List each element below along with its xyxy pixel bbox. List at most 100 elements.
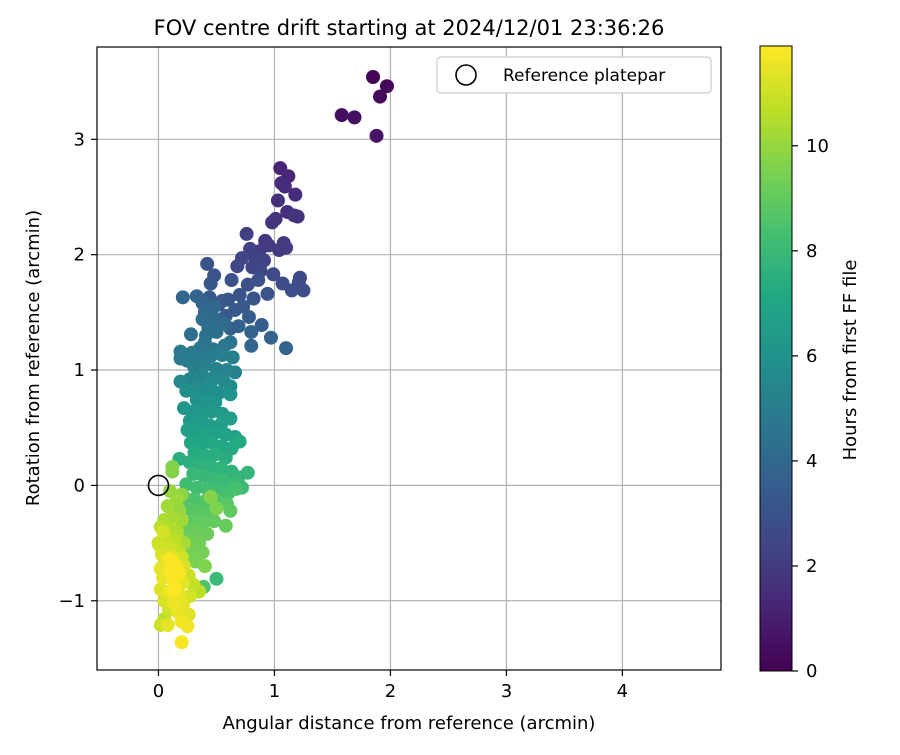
data-point <box>266 267 281 282</box>
data-point <box>207 471 222 486</box>
data-point <box>347 110 362 125</box>
y-tick-label: 3 <box>74 129 85 150</box>
x-tick-label: 0 <box>153 681 164 702</box>
y-tick-label: 0 <box>74 475 85 496</box>
x-tick-label: 4 <box>617 681 628 702</box>
data-point <box>373 89 388 104</box>
y-tick-label: 1 <box>74 360 85 381</box>
data-point <box>223 411 238 426</box>
data-point <box>174 635 189 650</box>
y-axis-label: Rotation from reference (arcmin) <box>23 210 44 506</box>
data-point <box>189 480 204 495</box>
data-point <box>203 489 218 504</box>
data-point <box>260 286 275 301</box>
data-point <box>218 518 233 533</box>
plot-frame <box>96 46 722 671</box>
data-point <box>251 273 266 288</box>
legend-label: Reference platepar <box>503 66 665 86</box>
data-point <box>167 582 182 597</box>
data-point <box>203 458 218 473</box>
data-point <box>166 596 181 611</box>
colorbar-tick-label: 2 <box>806 556 817 577</box>
x-axis-label: Angular distance from reference (arcmin) <box>223 713 596 734</box>
data-point <box>296 283 311 298</box>
data-point <box>197 559 212 574</box>
data-point <box>290 209 305 224</box>
data-point <box>207 514 222 529</box>
data-point <box>156 524 171 539</box>
legend-box <box>436 56 712 94</box>
colorbar-tick-label: 0 <box>806 661 817 682</box>
data-point <box>277 179 292 194</box>
data-point <box>196 469 211 484</box>
data-point <box>229 481 244 496</box>
data-point <box>228 365 243 380</box>
x-axis-ticks: 0 1 2 3 4 <box>153 670 628 702</box>
data-point <box>186 466 201 481</box>
data-point <box>241 309 256 324</box>
data-point <box>268 211 283 226</box>
x-tick-label: 1 <box>269 681 280 702</box>
y-tick-label: −1 <box>58 591 85 612</box>
data-point <box>170 561 185 576</box>
y-tick-label: 2 <box>74 245 85 266</box>
data-point <box>366 69 381 84</box>
colorbar-tick-label: 6 <box>806 346 817 367</box>
chart-title: FOV centre drift starting at 2024/12/01 … <box>154 16 665 40</box>
data-point <box>239 226 254 241</box>
data-point <box>209 501 224 516</box>
data-point <box>279 341 294 356</box>
data-point <box>288 187 303 202</box>
legend-marker <box>455 64 477 86</box>
data-point <box>174 614 189 629</box>
data-point <box>189 524 204 539</box>
data-point <box>334 108 349 123</box>
data-point <box>240 277 255 292</box>
data-points <box>151 69 394 650</box>
data-point <box>182 455 197 470</box>
colorbar-ticks: 0 2 4 6 8 10 <box>792 136 829 682</box>
reference-platepar-marker <box>147 474 170 497</box>
x-tick-label: 3 <box>501 681 512 702</box>
data-point <box>254 318 269 333</box>
data-point <box>246 291 261 306</box>
data-point <box>270 193 285 208</box>
legend: Reference platepar <box>436 56 712 94</box>
data-point <box>224 273 239 288</box>
colorbar <box>759 45 793 672</box>
data-point <box>379 79 394 94</box>
data-point <box>230 259 245 274</box>
data-point <box>204 404 219 419</box>
x-tick-label: 2 <box>385 681 396 702</box>
data-point <box>209 324 224 339</box>
data-point <box>284 283 299 298</box>
data-point <box>225 350 240 365</box>
data-point <box>217 473 232 488</box>
data-point <box>200 526 215 541</box>
data-point <box>183 327 198 342</box>
data-point <box>203 276 218 291</box>
data-point <box>209 571 224 586</box>
y-axis-ticks: −1 0 1 2 3 <box>58 129 97 612</box>
colorbar-tick-label: 8 <box>806 241 817 262</box>
data-point <box>160 618 175 633</box>
data-point <box>215 348 230 363</box>
data-point <box>165 464 180 479</box>
colorbar-label: Hours from first FF file <box>840 260 861 461</box>
data-point <box>232 434 247 449</box>
data-point <box>223 387 238 402</box>
data-point <box>369 128 384 143</box>
data-point <box>263 330 278 345</box>
colorbar-tick-label: 4 <box>806 451 817 472</box>
data-point <box>160 499 175 514</box>
colorbar-tick-label: 10 <box>806 136 829 157</box>
data-point <box>175 290 190 305</box>
data-point <box>244 324 259 339</box>
data-point <box>232 288 247 303</box>
data-point <box>244 338 259 353</box>
data-point <box>279 240 294 255</box>
data-point <box>200 256 215 271</box>
data-point <box>223 503 238 518</box>
